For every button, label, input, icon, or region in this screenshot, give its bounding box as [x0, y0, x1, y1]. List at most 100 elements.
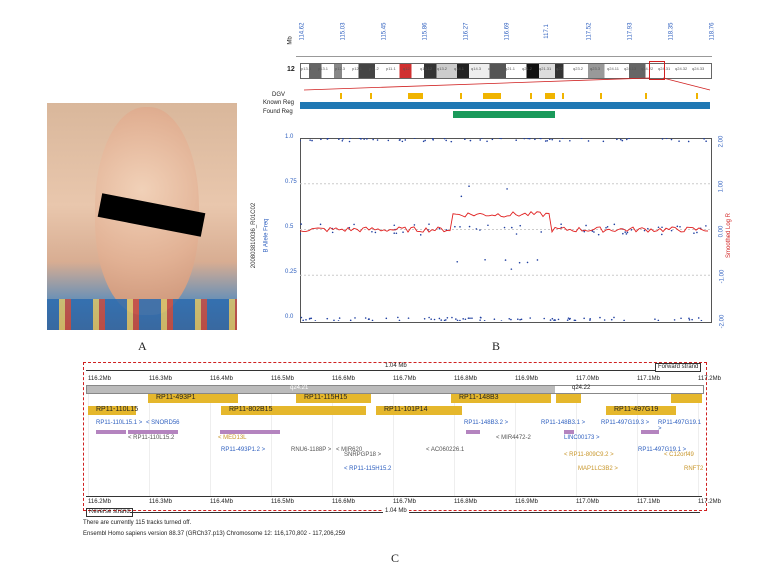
baf-point — [665, 138, 668, 140]
ensembl-tick-bottom: 116.3Mb — [149, 499, 172, 505]
ensembl-gridline — [698, 392, 699, 496]
baf-point — [528, 138, 531, 140]
baf-point — [543, 317, 546, 320]
baf-point — [529, 317, 531, 319]
baf-point — [549, 319, 552, 321]
baf-point — [623, 319, 625, 321]
baf-point — [469, 139, 472, 142]
clone-bar — [606, 406, 676, 415]
baf-point — [487, 224, 489, 227]
baf-point — [387, 139, 390, 142]
ensembl-tick-top: 116.5Mb — [271, 376, 294, 382]
baf-point — [353, 223, 355, 226]
gene-bar — [128, 430, 178, 434]
band-label: q24.32 — [675, 66, 688, 71]
baf-point — [518, 261, 521, 264]
baf-point — [654, 318, 656, 320]
baf-point — [558, 140, 561, 142]
gene-label: < AC060226.1 — [426, 447, 465, 453]
baf-point — [314, 320, 317, 321]
baf-point — [338, 317, 341, 319]
dgv-mark — [562, 93, 564, 99]
footer-tracks-off: There are currently 115 tracks turned of… — [83, 520, 192, 526]
zoom-lines — [303, 77, 711, 91]
gene-label: RP11-493P1.2 > — [221, 447, 266, 453]
ensembl-gridline — [88, 392, 89, 496]
baf-point — [300, 316, 303, 319]
baf-point — [624, 231, 627, 233]
baf-point — [443, 138, 446, 140]
baf-point — [520, 318, 523, 321]
band-label: q24.13 — [624, 66, 637, 71]
gene-bar — [641, 430, 659, 434]
mb-tick-label: 117.52 — [586, 22, 593, 41]
dgv-mark — [460, 93, 462, 99]
gene-label: RP11-497G19.1 > — [658, 420, 701, 432]
baf-point — [475, 228, 478, 230]
gene-label: RP11-148B3.2 > — [464, 420, 509, 426]
baf-point — [557, 318, 560, 321]
baf-point — [404, 139, 407, 141]
dgv-mark — [696, 93, 698, 99]
baf-point — [479, 319, 481, 321]
baf-point — [471, 317, 473, 319]
baf-point — [548, 138, 551, 141]
baf-point — [450, 140, 453, 143]
baf-point — [602, 140, 605, 143]
baf-point — [438, 317, 441, 320]
found-label: Found Reg — [263, 109, 293, 115]
band-label: q23.2 — [573, 66, 584, 71]
baf-point — [398, 139, 401, 141]
baf-point — [626, 231, 629, 234]
baf-point — [438, 227, 441, 230]
gene-label: RP11-110L15.1 > — [96, 420, 143, 426]
bottom-ruler — [86, 496, 702, 497]
dgv-mark — [370, 93, 372, 99]
band-label: q12 — [403, 66, 410, 71]
baf-point — [320, 138, 322, 141]
band-label: p12.1 — [352, 66, 363, 71]
clone-bar — [148, 394, 238, 403]
baf-point — [697, 317, 700, 319]
baf-point — [337, 320, 340, 321]
baf-point — [366, 138, 368, 140]
band-label: p12.3 — [335, 66, 346, 71]
clone-bar — [88, 406, 136, 415]
baf-point — [691, 318, 693, 321]
baf-point — [580, 138, 583, 139]
ensembl-tick-top: 117.2Mb — [698, 376, 721, 382]
baf-point — [610, 318, 613, 321]
baf-point — [519, 224, 522, 227]
baf-point — [491, 138, 494, 141]
ensembl-gridline — [271, 392, 272, 496]
baf-point — [440, 319, 443, 321]
baf-point — [553, 319, 556, 321]
baf-point — [407, 317, 410, 319]
band-label: q23.3 — [590, 66, 601, 71]
baf-point — [560, 223, 562, 225]
ensembl-gridline — [576, 392, 577, 496]
ensembl-tick-bottom: 116.8Mb — [454, 499, 477, 505]
ensembl-tick-bottom: 116.6Mb — [332, 499, 355, 505]
mb-tick-label: 114.62 — [299, 22, 306, 41]
baf-point — [647, 227, 649, 230]
baf-point — [443, 319, 446, 321]
baf-point — [567, 317, 570, 319]
baf-point — [423, 318, 426, 320]
band-label: p11.1 — [386, 66, 396, 71]
band-label: q15 — [488, 66, 495, 71]
clone-label: RP11-802B15 — [229, 406, 273, 413]
band-label: q21.31 — [539, 66, 552, 71]
ensembl-tick-top: 116.9Mb — [515, 376, 538, 382]
baf-point — [393, 224, 396, 227]
ensembl-tick-bottom: 117.0Mb — [576, 499, 599, 505]
baf-point — [419, 234, 422, 236]
baf-point — [589, 318, 591, 320]
baf-point — [515, 139, 517, 142]
baf-point — [661, 138, 664, 140]
baf-point — [573, 319, 576, 321]
baf-point — [687, 140, 690, 143]
baf-point — [660, 233, 663, 236]
band-label: q21.2 — [522, 66, 533, 71]
clone-bar — [221, 406, 366, 415]
